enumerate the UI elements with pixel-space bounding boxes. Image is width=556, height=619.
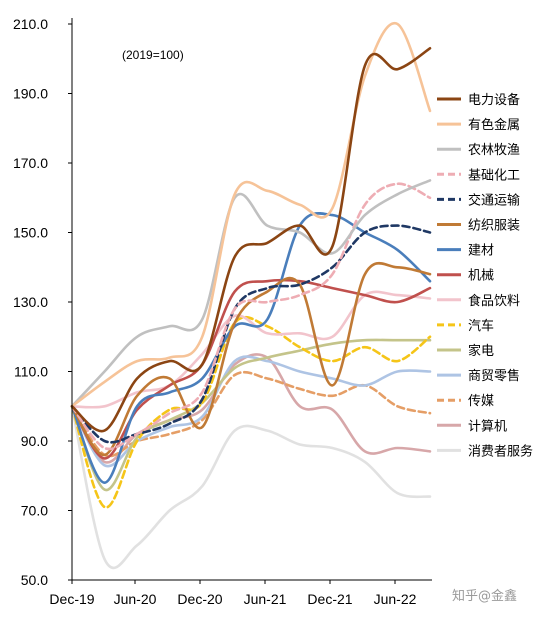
legend-label-4: 交通运输	[468, 192, 520, 208]
legend-label-13: 计算机	[468, 419, 507, 434]
y-tick-label-2: 90.0	[21, 433, 48, 449]
y-tick-label-1: 70.0	[21, 503, 48, 519]
series-line-2	[70, 179, 432, 408]
legend-label-11: 商贸零售	[468, 368, 520, 384]
series-line-8	[70, 290, 432, 409]
legend-label-14: 消费者服务	[468, 443, 533, 459]
legend: 电力设备有色金属农林牧渔基础化工交通运输纺织服装建材机械食品饮料汽车家电商贸零售…	[437, 92, 533, 459]
y-tick-label-7: 190.0	[13, 86, 48, 102]
scale-note: (2019=100)	[122, 48, 184, 62]
legend-label-6: 建材	[468, 244, 494, 259]
y-tick-label-3: 110.0	[14, 364, 48, 380]
x-tick-label-3: Jun-21	[244, 591, 287, 607]
legend-label-1: 有色金属	[468, 117, 520, 133]
watermark: 知乎@金鑫	[452, 588, 517, 604]
series-lines	[70, 21, 432, 569]
legend-label-3: 基础化工	[468, 168, 520, 183]
legend-label-7: 机械	[468, 269, 494, 284]
series-line-12	[70, 370, 432, 458]
legend-label-0: 电力设备	[468, 92, 520, 108]
series-line-0	[70, 47, 432, 433]
legend-label-5: 纺织服装	[468, 219, 520, 234]
series-line-1	[70, 21, 432, 408]
x-tick-label-5: Jun-22	[374, 591, 417, 607]
series-line-10	[70, 338, 432, 491]
y-tick-label-4: 130.0	[13, 294, 48, 310]
x-tick-label-1: Jun-20	[114, 591, 157, 607]
legend-label-2: 农林牧渔	[468, 143, 520, 158]
x-tick-label-0: Dec-19	[49, 591, 94, 607]
legend-label-12: 传媒	[468, 394, 494, 409]
series-line-14	[70, 405, 432, 569]
y-tick-label-8: 210.0	[13, 16, 48, 32]
series-line-3	[70, 182, 432, 451]
axes: 50.0 70.0 90.0 110.0 130.0 150.0 170.0 190.0 210…	[13, 16, 432, 607]
y-tick-label-6: 170.0	[13, 155, 48, 171]
y-tick-label-0: 50.0	[21, 572, 48, 588]
x-tick-label-2: Dec-20	[177, 591, 222, 607]
legend-label-10: 家电	[468, 343, 494, 359]
legend-label-8: 食品饮料	[468, 293, 520, 309]
legend-label-9: 汽车	[468, 318, 494, 334]
series-line-4	[70, 224, 432, 444]
x-tick-label-4: Dec-21	[307, 591, 352, 607]
y-tick-label-5: 150.0	[13, 225, 48, 241]
